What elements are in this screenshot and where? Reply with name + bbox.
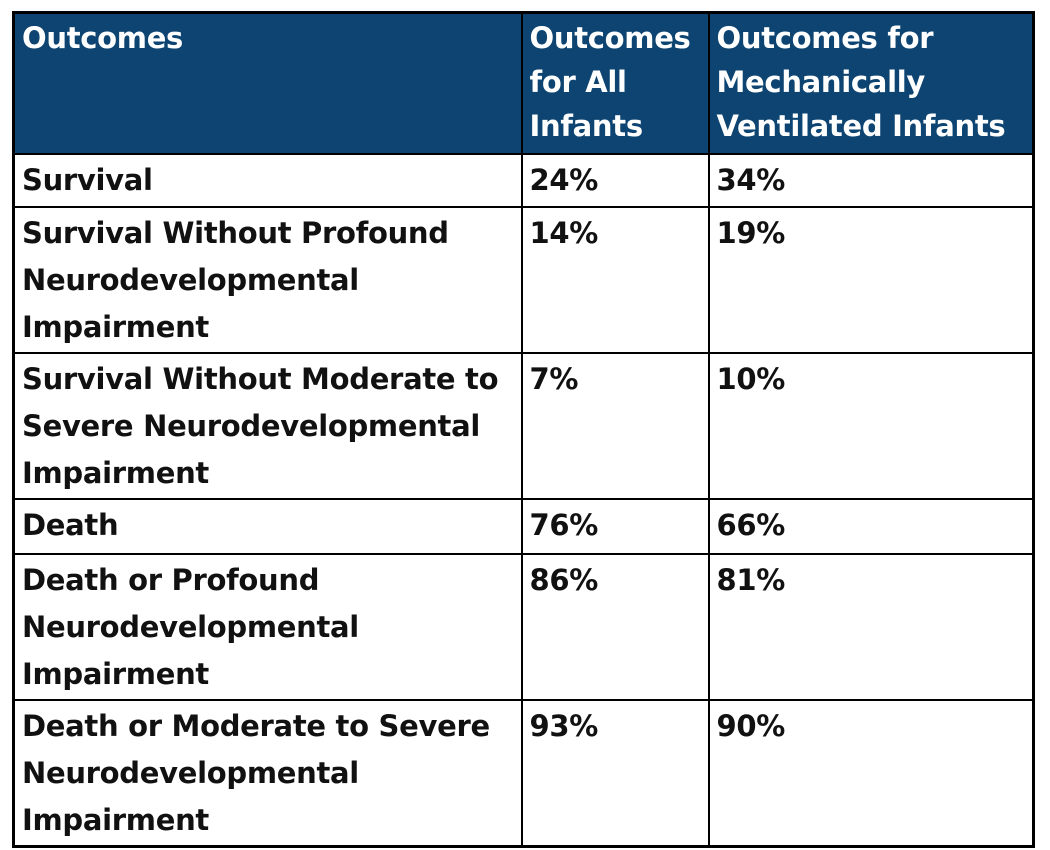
table-row: Death or Profound Neurodevelopmental Imp…	[12, 552, 1035, 701]
column-header-ventilated-infants: Outcomes for Mechanically Ventilated Inf…	[707, 11, 1035, 155]
ventilated-infants-cell: 19%	[707, 205, 1035, 354]
all-infants-cell: 86%	[520, 552, 710, 701]
infant-outcomes-table: Outcomes Outcomes for All Infants Outcom…	[12, 11, 1035, 848]
outcome-cell: Survival	[12, 152, 523, 208]
ventilated-infants-cell: 34%	[707, 152, 1035, 208]
outcome-cell: Death or Profound Neurodevelopmental Imp…	[12, 552, 523, 701]
all-infants-cell: 7%	[520, 351, 710, 500]
all-infants-cell: 24%	[520, 152, 710, 208]
outcome-cell: Death	[12, 497, 523, 555]
table-row: Death or Moderate to Severe Neurodevelop…	[12, 698, 1035, 847]
table-row: Survival Without Profound Neurodevelopme…	[12, 205, 1035, 354]
column-header-outcomes: Outcomes	[12, 11, 523, 155]
table-row: Death 76% 66%	[12, 497, 1035, 555]
all-infants-cell: 14%	[520, 205, 710, 354]
header-row: Outcomes Outcomes for All Infants Outcom…	[12, 11, 1035, 155]
table-row: Survival Without Moderate to Severe Neur…	[12, 351, 1035, 500]
table-row: Survival 24% 34%	[12, 152, 1035, 208]
ventilated-infants-cell: 90%	[707, 698, 1035, 847]
outcome-cell: Survival Without Moderate to Severe Neur…	[12, 351, 523, 500]
column-header-all-infants: Outcomes for All Infants	[520, 11, 710, 155]
ventilated-infants-cell: 81%	[707, 552, 1035, 701]
ventilated-infants-cell: 66%	[707, 497, 1035, 555]
outcome-cell: Death or Moderate to Severe Neurodevelop…	[12, 698, 523, 847]
outcome-cell: Survival Without Profound Neurodevelopme…	[12, 205, 523, 354]
all-infants-cell: 76%	[520, 497, 710, 555]
ventilated-infants-cell: 10%	[707, 351, 1035, 500]
all-infants-cell: 93%	[520, 698, 710, 847]
